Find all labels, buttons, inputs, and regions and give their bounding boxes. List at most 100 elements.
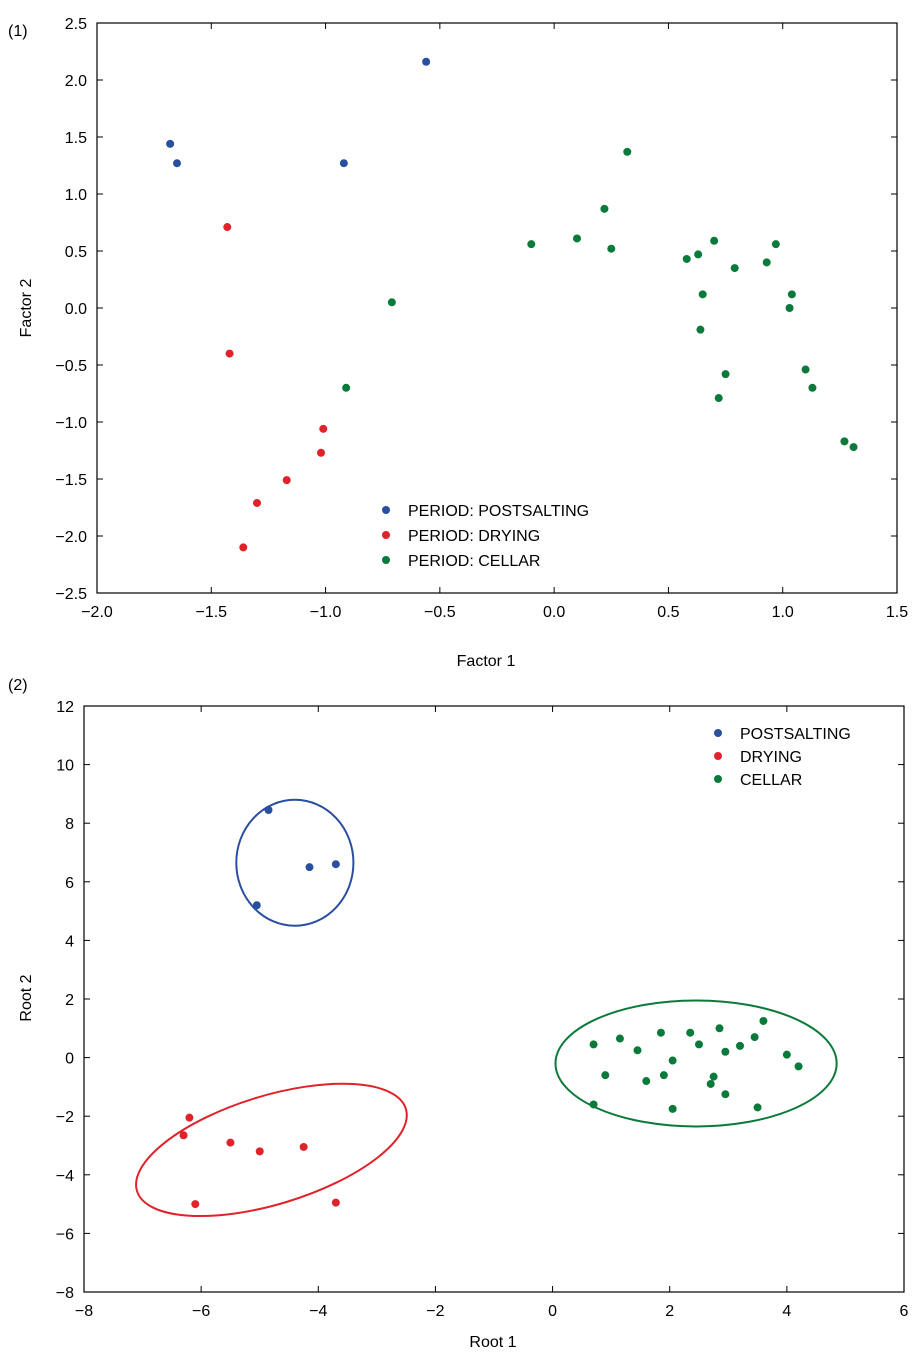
x-tick-label: −6 <box>192 1303 210 1320</box>
data-point-period-cellar <box>527 240 536 249</box>
y-tick-label: 0.0 <box>65 301 87 318</box>
legend-label: POSTSALTING <box>740 726 851 743</box>
data-point-cellar <box>659 1071 668 1080</box>
data-point-period-cellar <box>600 204 609 213</box>
y-axis-title: Factor 2 <box>18 279 35 338</box>
data-point-period-cellar <box>698 290 707 299</box>
x-tick-label: −1.5 <box>195 604 227 621</box>
legend-label: PERIOD: DRYING <box>408 528 540 545</box>
panel-label: (2) <box>8 677 28 694</box>
panel-label: (1) <box>8 23 28 40</box>
y-axis-title: Root 2 <box>18 974 35 1021</box>
data-point-period-postsalting <box>166 139 175 148</box>
confidence-ellipse-drying <box>135 1082 408 1218</box>
data-point-period-cellar <box>696 325 705 334</box>
data-point-drying <box>191 1200 200 1209</box>
data-point-cellar <box>668 1056 677 1065</box>
data-point-period-drying <box>225 349 234 358</box>
y-tick-label: 2.5 <box>65 16 87 33</box>
data-point-cellar <box>633 1046 642 1055</box>
y-tick-label: −1.5 <box>55 472 87 489</box>
data-point-period-cellar <box>573 234 581 243</box>
data-point-period-cellar <box>787 290 796 299</box>
data-point-cellar <box>736 1041 744 1050</box>
data-point-drying <box>255 1147 264 1156</box>
y-tick-label: 12 <box>56 699 74 716</box>
data-point-cellar <box>715 1024 724 1033</box>
legend-marker <box>382 531 390 539</box>
data-point-cellar <box>753 1103 762 1112</box>
data-point-cellar <box>615 1034 624 1043</box>
legend-label: CELLAR <box>740 772 802 789</box>
x-axis-title: Root 1 <box>469 1334 516 1351</box>
x-tick-label: 2 <box>665 1303 674 1320</box>
data-point-period-cellar <box>771 240 780 249</box>
data-point-cellar <box>782 1050 791 1059</box>
data-point-period-drying <box>253 498 261 507</box>
data-point-drying <box>226 1138 235 1147</box>
data-point-period-cellar <box>342 383 351 392</box>
data-point-cellar <box>656 1028 665 1037</box>
data-point-cellar <box>794 1062 803 1071</box>
legend-marker <box>714 775 722 783</box>
legend-marker <box>714 729 722 737</box>
data-point-period-cellar <box>710 236 719 245</box>
data-point-postsalting <box>264 806 273 815</box>
x-tick-label: 1.5 <box>886 604 908 621</box>
data-point-period-postsalting <box>422 57 431 66</box>
legend-marker <box>382 506 390 514</box>
legend-label: DRYING <box>740 749 802 766</box>
y-tick-label: −1.0 <box>55 415 87 432</box>
x-tick-label: −2.0 <box>81 604 113 621</box>
data-point-cellar <box>686 1028 695 1037</box>
confidence-ellipse-cellar <box>554 999 838 1128</box>
y-tick-label: −6 <box>56 1226 74 1243</box>
data-point-drying <box>185 1113 194 1122</box>
y-tick-label: −2 <box>56 1109 74 1126</box>
x-tick-label: 0.5 <box>657 604 679 621</box>
data-point-period-drying <box>317 448 325 457</box>
x-tick-label: −8 <box>75 1303 93 1320</box>
x-tick-label: 4 <box>782 1303 791 1320</box>
x-tick-label: 0.0 <box>543 604 565 621</box>
data-point-cellar <box>750 1033 759 1042</box>
data-point-period-drying <box>239 543 248 552</box>
data-point-period-drying <box>282 476 291 485</box>
data-point-cellar <box>721 1090 730 1099</box>
y-tick-label: 0 <box>65 1051 74 1068</box>
y-tick-label: −8 <box>56 1285 74 1302</box>
data-point-period-cellar <box>808 383 817 392</box>
data-point-cellar <box>589 1100 598 1109</box>
data-point-period-cellar <box>694 250 703 259</box>
y-tick-label: 8 <box>65 816 74 833</box>
data-point-period-cellar <box>682 254 691 263</box>
y-tick-label: −2.0 <box>55 529 87 546</box>
data-point-period-cellar <box>801 365 810 374</box>
x-tick-label: −4 <box>309 1303 327 1320</box>
x-axis-title: Factor 1 <box>457 653 516 670</box>
legend-label: PERIOD: CELLAR <box>408 553 540 570</box>
x-tick-label: −2 <box>426 1303 444 1320</box>
data-point-cellar <box>589 1040 598 1049</box>
legend-label: PERIOD: POSTSALTING <box>408 503 589 520</box>
data-point-period-cellar <box>623 147 632 156</box>
data-point-cellar <box>695 1040 703 1049</box>
data-point-period-cellar <box>721 370 730 379</box>
data-point-period-cellar <box>607 244 616 253</box>
data-point-cellar <box>668 1104 677 1113</box>
data-point-period-cellar <box>785 304 794 312</box>
data-point-period-cellar <box>762 258 771 267</box>
y-tick-label: −2.5 <box>55 586 87 603</box>
y-tick-label: 2 <box>65 992 74 1009</box>
data-point-period-cellar <box>714 394 723 403</box>
data-point-period-postsalting <box>173 159 181 168</box>
legend: PERIOD: POSTSALTING PERIOD: DRYING PERIOD:… <box>382 503 589 570</box>
data-point-cellar <box>759 1016 768 1025</box>
legend-marker <box>382 556 390 564</box>
data-point-postsalting <box>331 860 340 869</box>
y-tick-label: −0.5 <box>55 358 87 375</box>
legend-marker <box>714 752 722 760</box>
data-point-postsalting <box>252 901 261 910</box>
y-tick-label: −4 <box>56 1168 74 1185</box>
